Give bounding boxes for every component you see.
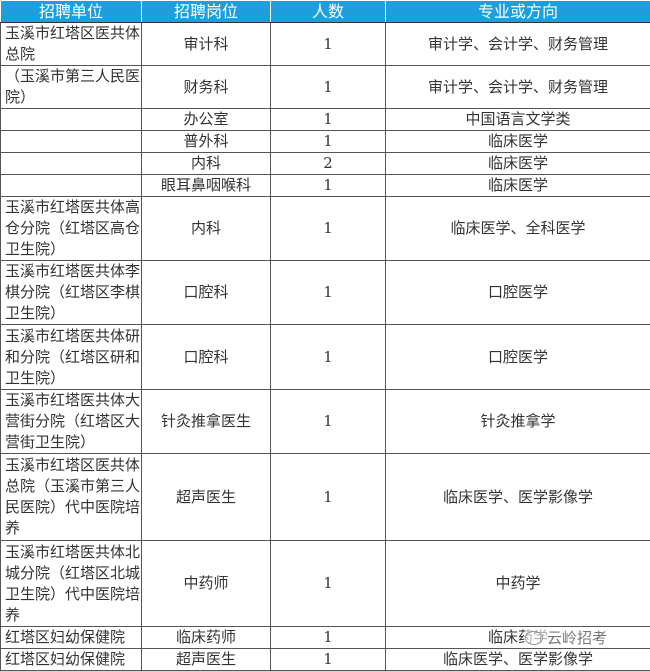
unit-cell: 玉溪市红塔医共体研和分院（红塔区研和卫生院）: [1, 325, 142, 390]
unit-cell: 玉溪市红塔医共体高仓分院（红塔区高仓卫生院）: [1, 197, 142, 261]
unit-cell: 玉溪市红塔医共体李棋分院（红塔区李棋卫生院）: [1, 261, 142, 325]
unit-cell: 玉溪市红塔医共体大营街分院（红塔区大营街卫生院）: [1, 390, 142, 454]
unit-cell: 红塔区妇幼保健院: [1, 649, 142, 671]
major-cell: 临床药学: [386, 627, 650, 649]
unit-cell: （玉溪市第三人民医院）: [1, 66, 142, 109]
unit-cell: 玉溪市红塔医共体北城分院（红塔区北城卫生院）代中医院培养: [1, 541, 142, 627]
major-cell: 审计学、会计学、财务管理: [386, 23, 650, 66]
count-cell: 1: [271, 261, 386, 325]
major-cell: 临床医学: [386, 131, 650, 153]
post-cell: 普外科: [142, 131, 271, 153]
count-cell: 1: [271, 131, 386, 153]
major-cell: 临床医学、全科医学: [386, 197, 650, 261]
count-cell: 2: [271, 153, 386, 175]
count-cell: 1: [271, 109, 386, 131]
post-cell: 办公室: [142, 109, 271, 131]
header-count: 人数: [271, 1, 386, 23]
count-cell: 1: [271, 649, 386, 671]
post-cell: 口腔科: [142, 325, 271, 390]
major-cell: 口腔医学: [386, 261, 650, 325]
post-cell: 中药师: [142, 541, 271, 627]
header-post: 招聘岗位: [142, 1, 271, 23]
count-cell: 1: [271, 541, 386, 627]
post-cell: 超声医生: [142, 649, 271, 671]
unit-cell: [1, 153, 142, 175]
major-cell: 临床医学、医学影像学: [386, 649, 650, 671]
unit-cell: 玉溪市红塔区医共体总院（玉溪市第三人民医院）代中医院培养: [1, 454, 142, 541]
major-cell: 审计学、会计学、财务管理: [386, 66, 650, 109]
post-cell: 针灸推拿医生: [142, 390, 271, 454]
major-cell: 临床医学、医学影像学: [386, 454, 650, 541]
count-cell: 1: [271, 66, 386, 109]
watermark: 云岭招考: [525, 627, 607, 648]
post-cell: 临床药师: [142, 627, 271, 649]
post-cell: 内科: [142, 153, 271, 175]
header-unit: 招聘单位: [1, 1, 142, 23]
count-cell: 1: [271, 627, 386, 649]
major-cell: 临床医学: [386, 175, 650, 197]
count-cell: 1: [271, 390, 386, 454]
major-cell: 中药学: [386, 541, 650, 627]
count-cell: 1: [271, 454, 386, 541]
post-cell: 审计科: [142, 23, 271, 66]
unit-cell: [1, 109, 142, 131]
unit-cell: 红塔区妇幼保健院: [1, 627, 142, 649]
count-cell: 1: [271, 23, 386, 66]
major-cell: 口腔医学: [386, 325, 650, 390]
post-cell: 财务科: [142, 66, 271, 109]
wechat-logo-icon: [525, 631, 543, 645]
post-cell: 内科: [142, 197, 271, 261]
count-cell: 1: [271, 325, 386, 390]
post-cell: 超声医生: [142, 454, 271, 541]
major-cell: 中国语言文学类: [386, 109, 650, 131]
unit-cell: [1, 175, 142, 197]
count-cell: 1: [271, 197, 386, 261]
major-cell: 临床医学: [386, 153, 650, 175]
count-cell: 1: [271, 175, 386, 197]
major-cell: 针灸推拿学: [386, 390, 650, 454]
header-row: 招聘单位 招聘岗位 人数 专业或方向: [1, 1, 650, 23]
unit-cell: 玉溪市红塔区医共体总院: [1, 23, 142, 66]
post-cell: 口腔科: [142, 261, 271, 325]
post-cell: 眼耳鼻咽喉科: [142, 175, 271, 197]
header-major: 专业或方向: [386, 1, 650, 23]
unit-cell: [1, 131, 142, 153]
